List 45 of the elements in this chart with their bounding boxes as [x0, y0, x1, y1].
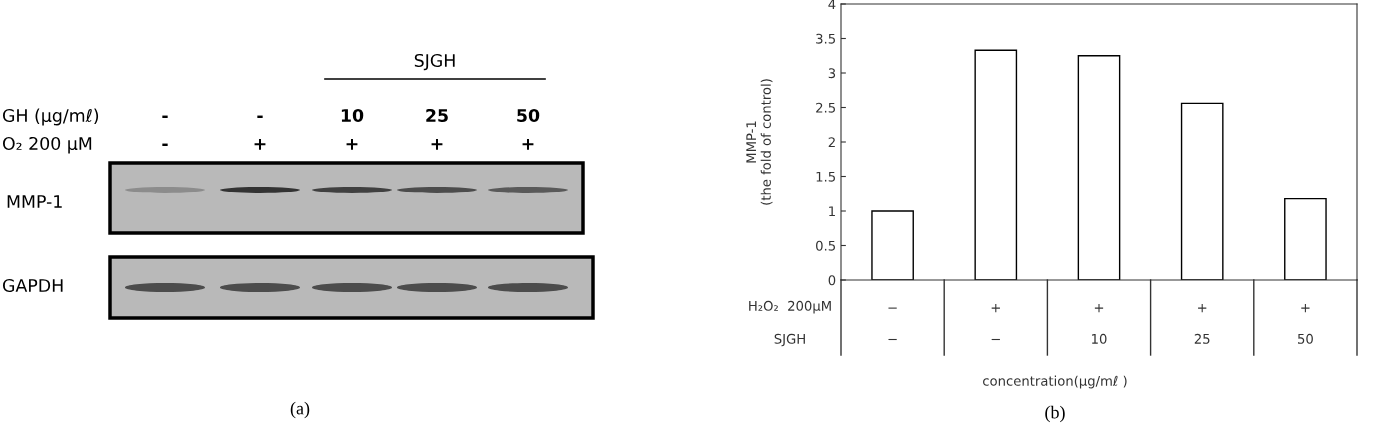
x-tick-label: +	[1198, 303, 1207, 313]
text: SJGH	[774, 333, 805, 347]
x-tick-label: −	[888, 307, 897, 309]
text: (a)	[290, 401, 310, 419]
bar	[1180, 102, 1224, 280]
text: 25	[1194, 333, 1210, 344]
text: −	[888, 338, 897, 341]
y-axis-title: MMP-1 (the fold of control)	[746, 79, 773, 205]
y-tick-label: 3	[828, 68, 836, 79]
x-tick-label: +	[1301, 303, 1310, 313]
y-tick-label: 4	[828, 0, 836, 10]
bar	[974, 49, 1018, 280]
text: −	[991, 338, 1000, 341]
text: +	[431, 138, 443, 150]
text: 10	[341, 108, 364, 123]
bar	[1284, 197, 1327, 280]
text: (b)	[1045, 405, 1065, 423]
text: GH (μg/mℓ)	[2, 108, 99, 126]
y-tick-label: 2	[828, 137, 835, 148]
text: +	[254, 138, 266, 150]
text: 50	[517, 108, 540, 123]
y-tick-label: 0.5	[816, 240, 835, 251]
text: -	[162, 143, 168, 147]
x-tick-label: +	[1094, 303, 1104, 313]
text: +	[346, 138, 358, 150]
y-tick-label: 2.5	[816, 102, 835, 113]
text: 50	[1298, 333, 1313, 344]
text: O₂ 200 μM	[2, 136, 92, 154]
text: MMP-1	[7, 195, 62, 208]
y-tick-label: 0	[828, 275, 836, 286]
text: -	[257, 115, 263, 119]
y-tick-label: 3.5	[816, 33, 835, 44]
text: 25	[426, 108, 448, 123]
text: GAPDH	[2, 278, 63, 293]
bar	[1077, 55, 1121, 280]
y-tick-label: 1.5	[816, 171, 835, 182]
text: -	[162, 115, 168, 119]
x-tick-label: +	[991, 303, 1000, 313]
text: H₂O₂ 200μM	[749, 300, 831, 314]
text: 10	[1092, 333, 1107, 344]
text: +	[522, 138, 534, 150]
x-axis-title: concentration(μg/mℓ )	[983, 375, 1127, 389]
text: SJGH	[414, 53, 455, 71]
bar	[871, 210, 914, 280]
y-tick-label: 1	[829, 206, 835, 217]
